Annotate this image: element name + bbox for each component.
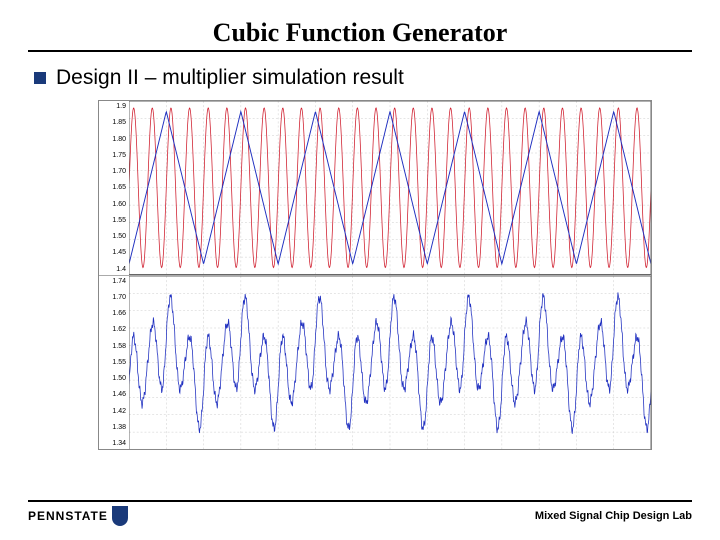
- pennstate-logo: PENNSTATE: [28, 506, 128, 526]
- bullet-text: Design II – multiplier simulation result: [56, 66, 404, 90]
- bullet-item: Design II – multiplier simulation result: [28, 66, 692, 90]
- title-divider: [28, 50, 692, 52]
- subplot-bottom: 1.741.701.661.621.581.551.501.461.421.38…: [99, 276, 651, 450]
- slide-title: Cubic Function Generator: [28, 18, 692, 48]
- subplot-top: 1.91.851.801.751.701.651.601.551.501.451…: [99, 101, 651, 276]
- footer: PENNSTATE Mixed Signal Chip Design Lab: [28, 500, 692, 526]
- simulation-chart: 1.91.851.801.751.701.651.601.551.501.451…: [98, 100, 652, 450]
- plot-bottom: [129, 276, 651, 450]
- yaxis-top: 1.91.851.801.751.701.651.601.551.501.451…: [99, 101, 129, 275]
- plot-top: [129, 101, 651, 275]
- lab-name: Mixed Signal Chip Design Lab: [535, 510, 692, 522]
- yaxis-bottom: 1.741.701.661.621.581.551.501.461.421.38…: [99, 276, 129, 450]
- shield-icon: [112, 506, 128, 526]
- bullet-square-icon: [34, 72, 46, 84]
- institution-text: PENNSTATE: [28, 509, 108, 523]
- footer-divider: [28, 500, 692, 502]
